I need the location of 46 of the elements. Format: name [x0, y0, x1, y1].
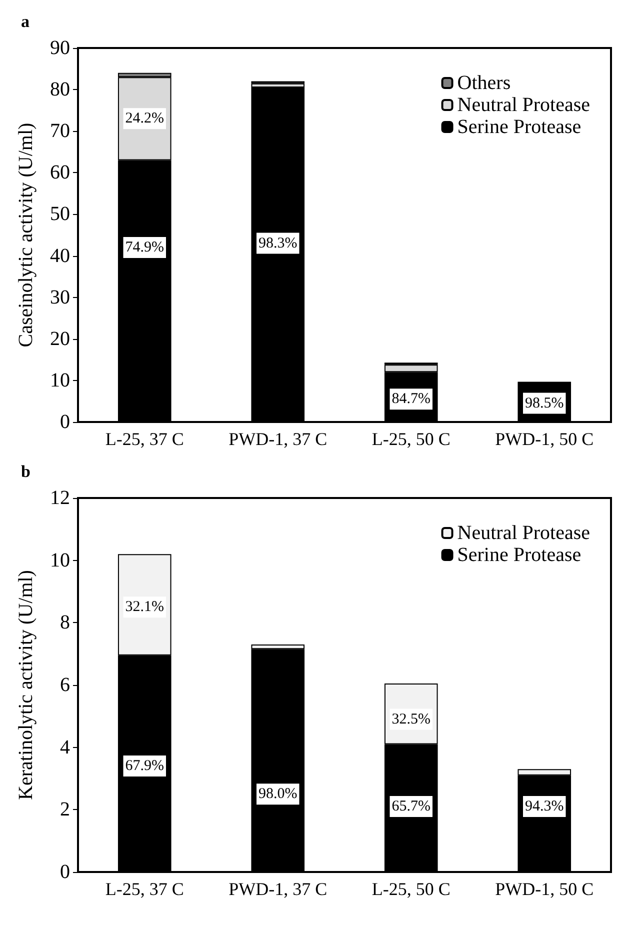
y-tick-label: 70 — [50, 120, 70, 142]
legend-label: Neutral Protease — [457, 94, 590, 116]
x-tick-label: L-25, 50 C — [372, 429, 450, 449]
x-tick-label: PWD-1, 37 C — [228, 429, 328, 449]
y-tick-label: 50 — [50, 203, 70, 226]
y-tick-label: 30 — [50, 286, 70, 308]
x-tick-label: PWD-1, 50 C — [495, 879, 594, 899]
y-tick-label: 4 — [60, 736, 70, 758]
y-tick-label: 0 — [60, 861, 70, 883]
y-tick-label: 60 — [50, 162, 70, 184]
annotation: 24.2% — [125, 110, 164, 127]
y-tick-label: 6 — [60, 674, 70, 696]
chart-title: a — [21, 12, 30, 31]
y-tick-label: 8 — [60, 612, 70, 634]
annotation: 84.7% — [392, 391, 430, 408]
bar — [251, 87, 305, 422]
y-tick-label: 90 — [50, 37, 70, 59]
annotation: 98.0% — [258, 786, 298, 802]
y-tick-label: 2 — [60, 798, 70, 821]
y-tick-label: 10 — [50, 549, 70, 572]
y-tick-label: 12 — [50, 487, 70, 509]
annotation: 98.5% — [525, 395, 564, 412]
y-axis-title: Keratinolytic activity (U/ml) — [15, 570, 37, 800]
legend-label: Neutral Protease — [457, 522, 590, 544]
annotation: 32.1% — [125, 599, 164, 616]
annotation: 65.7% — [392, 798, 430, 815]
y-tick-label: 80 — [50, 78, 70, 101]
y-axis-title: Caseinolytic activity (U/ml) — [15, 122, 37, 348]
legend-label: Serine Protease — [457, 116, 582, 138]
y-tick-label: 10 — [50, 369, 70, 392]
annotation: 74.9% — [125, 239, 164, 256]
annotation: 67.9% — [125, 758, 164, 774]
annotation: 32.5% — [392, 711, 430, 728]
annotation: 98.3% — [258, 235, 298, 252]
legend-label: Serine Protease — [457, 544, 582, 566]
x-tick-label: L-25, 37 C — [105, 429, 184, 449]
chart-title: b — [21, 462, 30, 481]
y-tick-label: 20 — [50, 328, 70, 350]
x-tick-label: PWD-1, 50 C — [495, 429, 594, 449]
y-tick-label: 40 — [50, 244, 70, 267]
x-tick-label: L-25, 50 C — [372, 879, 450, 899]
annotation: 94.3% — [525, 798, 564, 815]
x-tick-label: PWD-1, 37 C — [228, 879, 328, 899]
y-tick-label: 0 — [60, 411, 70, 433]
x-tick-label: L-25, 37 C — [105, 879, 184, 899]
legend-label: Others — [457, 72, 511, 94]
